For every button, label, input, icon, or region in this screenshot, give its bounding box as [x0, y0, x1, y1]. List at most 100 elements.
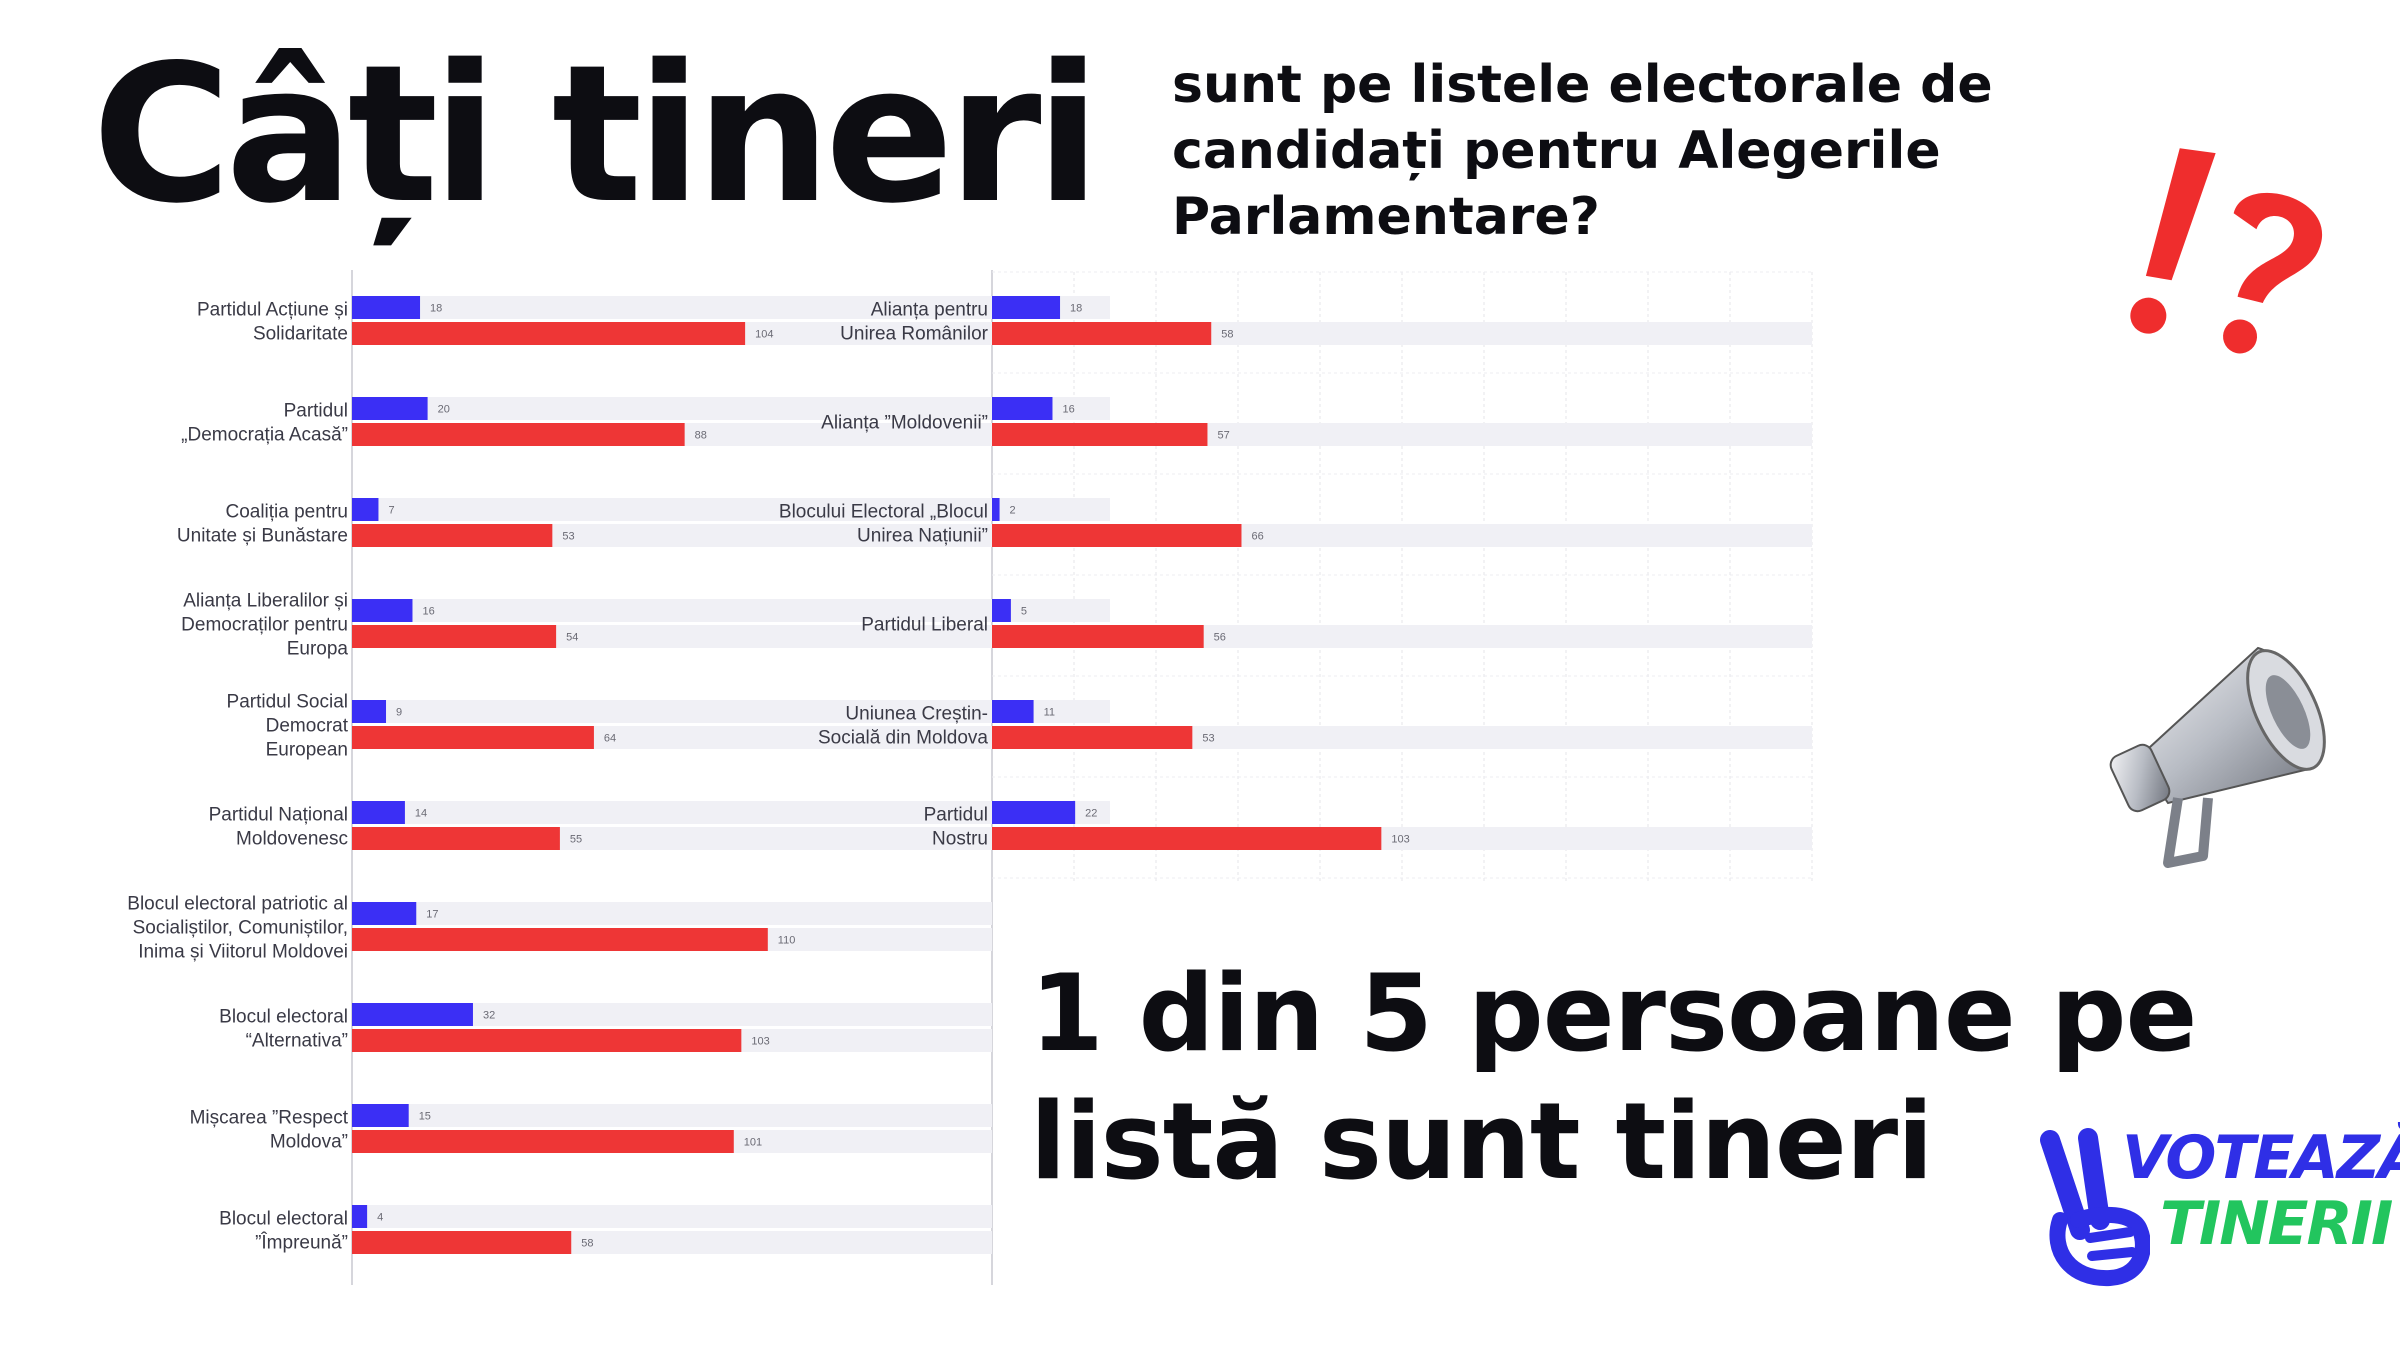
- bar-track: [352, 700, 992, 723]
- category-label-line: Partidul: [284, 401, 348, 422]
- category-label: Uniunea Creștin- Socială din Moldova: [818, 704, 988, 749]
- youth-value-label: 18: [430, 303, 442, 315]
- total-bar: [992, 423, 1208, 446]
- category-label-line: Moldovenesc: [236, 829, 348, 850]
- category-label-line: Uniunea Creștin-: [845, 704, 988, 725]
- youth-bar: [352, 498, 379, 521]
- category-label-line: Mișcarea ”Respect: [190, 1108, 349, 1129]
- category-label-line: Unirea Românilor: [840, 324, 989, 345]
- category-label: Coaliția pentru Unitate și Bunăstare: [177, 502, 348, 547]
- youth-bar: [352, 700, 387, 723]
- category-label-line: Solidaritate: [253, 324, 348, 345]
- total-value-label: 66: [1251, 531, 1263, 543]
- category-label-line: Socială din Moldova: [818, 728, 988, 749]
- youth-value-label: 5: [1021, 606, 1027, 618]
- youth-bar: [352, 296, 421, 319]
- category-label-line: Partidul: [924, 805, 988, 826]
- total-bar: [352, 625, 557, 648]
- bar-track: [352, 1003, 992, 1026]
- youth-bar: [352, 1104, 409, 1127]
- total-value-label: 110: [778, 935, 796, 947]
- category-label-line: Partidul Acțiune și: [197, 300, 348, 321]
- youth-value-label: 18: [1070, 303, 1082, 315]
- category-label-line: Partidul Național: [209, 805, 348, 826]
- youth-value-label: 32: [483, 1010, 495, 1022]
- category-label: Partidul Național Moldovenesc: [209, 805, 348, 850]
- total-value-label: 55: [570, 834, 582, 846]
- bar-track: [352, 498, 992, 521]
- category-label-line: Unitate și Bunăstare: [177, 526, 348, 547]
- total-bar: [352, 1130, 734, 1153]
- total-bar: [992, 524, 1242, 547]
- category-label-line: “Alternativa”: [246, 1031, 348, 1052]
- category-label-line: Unirea Națiunii”: [857, 526, 988, 547]
- category-label: Partidul Social Democrat European: [227, 692, 349, 761]
- total-bar: [352, 524, 553, 547]
- category-label-line: „Democrația Acasă”: [181, 425, 348, 446]
- category-label: Mișcarea ”Respect Moldova”: [190, 1108, 349, 1153]
- category-label: Alianța Liberalilor și Democraților pentr…: [181, 591, 348, 660]
- category-label: Blocul electoral patriotic al Socialiștil…: [127, 894, 348, 963]
- youth-bar: [352, 902, 417, 925]
- category-label: Partidul Nostru: [924, 805, 988, 850]
- category-label-line: Democraților pentru: [181, 615, 348, 636]
- category-label-line: Blocului Electoral „Blocul: [779, 502, 988, 523]
- bar-track: [352, 801, 992, 824]
- total-bar: [992, 726, 1193, 749]
- total-bar: [992, 322, 1212, 345]
- bar-track: [992, 498, 1110, 521]
- youth-bar: [992, 700, 1034, 723]
- page-subtitle: sunt pe listele electorale de candidați …: [1172, 55, 1993, 247]
- youth-value-label: 17: [426, 909, 438, 921]
- category-label-line: Democrat: [266, 716, 349, 737]
- youth-value-label: 2: [1010, 505, 1016, 517]
- youth-bar: [992, 397, 1053, 420]
- youth-value-label: 11: [1044, 707, 1055, 719]
- category-label: Partidul Acțiune și Solidaritate: [197, 300, 348, 345]
- youth-value-label: 22: [1085, 808, 1097, 820]
- total-bar: [992, 827, 1382, 850]
- bar-track: [352, 902, 992, 925]
- total-value-label: 53: [1202, 733, 1214, 745]
- conclusion-text: 1 din 5 persoane pe listă sunt tineri: [1030, 952, 2197, 1203]
- total-bar: [352, 928, 768, 951]
- bar-track: [352, 1205, 992, 1228]
- category-label-line: ”Împreună”: [255, 1232, 348, 1254]
- category-label-line: Nostru: [932, 829, 988, 850]
- category-label-line: Alianța Liberalilor și: [183, 591, 348, 612]
- youth-value-label: 14: [415, 808, 427, 820]
- category-label-line: Blocul electoral: [219, 1209, 348, 1230]
- logo-line-1: VOTEAZĂ: [2122, 1123, 2400, 1193]
- total-value-label: 101: [744, 1137, 762, 1149]
- logo-line-2: TINERII: [2160, 1189, 2393, 1259]
- youth-bar: [992, 498, 1000, 521]
- category-label-line: Blocul electoral: [219, 1007, 348, 1028]
- youth-bar: [352, 397, 428, 420]
- category-label: Partidul „Democrația Acasă”: [181, 401, 348, 446]
- youth-value-label: 16: [422, 606, 434, 618]
- category-label-line: Alianța ”Moldovenii”: [821, 413, 988, 434]
- category-label-line: Partidul Liberal: [861, 615, 988, 636]
- youth-bar: [992, 599, 1011, 622]
- total-value-label: 103: [751, 1036, 769, 1048]
- category-label-line: Moldova”: [270, 1132, 348, 1153]
- total-value-label: 88: [695, 430, 707, 442]
- category-label: Blocul electoral “Alternativa”: [219, 1007, 348, 1052]
- bar-track: [352, 397, 992, 420]
- megaphone-icon: [2108, 628, 2338, 878]
- youth-value-label: 15: [419, 1111, 431, 1123]
- youth-bar: [352, 1003, 473, 1026]
- category-label-line: Partidul Social: [227, 692, 348, 713]
- youth-bar: [992, 296, 1061, 319]
- page-title: Câți tineri: [92, 24, 1101, 245]
- category-label-line: Socialiștilor, Comuniștilor,: [133, 918, 348, 939]
- bar-track: [352, 296, 992, 319]
- total-value-label: 54: [566, 632, 578, 644]
- category-label: Blocul electoral ”Împreună”: [219, 1209, 348, 1254]
- bar-track: [352, 599, 992, 622]
- category-label: Partidul Liberal: [861, 615, 988, 636]
- category-label-line: Alianța pentru: [871, 300, 988, 321]
- category-label-line: Blocul electoral patriotic al: [127, 894, 348, 915]
- category-label-line: Inima și Viitorul Moldovei: [138, 942, 348, 963]
